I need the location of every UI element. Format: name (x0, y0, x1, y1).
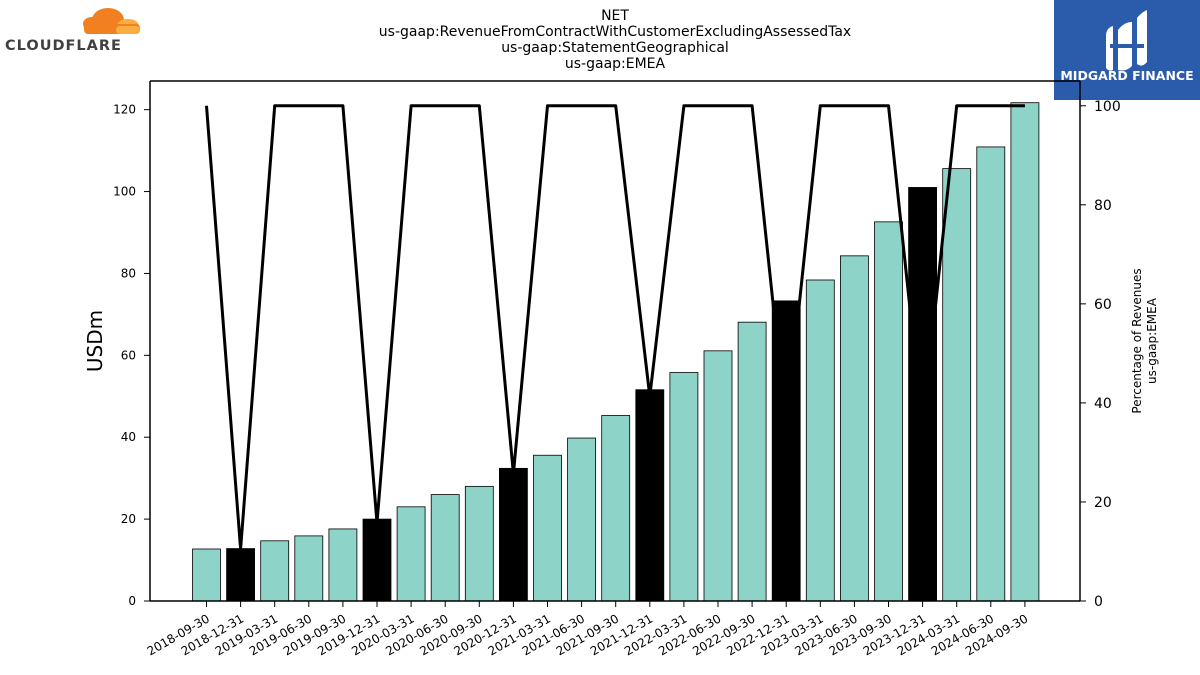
chart-title-line: us-gaap:RevenueFromContractWithCustomerE… (379, 24, 851, 40)
bar (226, 548, 256, 602)
bar (294, 535, 324, 602)
chart-title-line: us-gaap:StatementGeographical (501, 40, 729, 56)
bar (601, 415, 631, 602)
midgard-finance-logo: MIDGARD FINANCE (1054, 0, 1200, 100)
y-tick-label: 120 (113, 103, 136, 117)
bar (260, 540, 290, 602)
bar (396, 506, 426, 602)
bar (328, 528, 358, 602)
bar (805, 279, 835, 602)
y-right-tick-label: 20 (1094, 495, 1112, 511)
bar (976, 146, 1006, 602)
bar (703, 350, 733, 602)
y-right-tick-label: 80 (1094, 198, 1112, 214)
bar (635, 389, 665, 602)
bar (430, 494, 460, 602)
y-axis-label: USDm (83, 310, 107, 372)
cloudflare-logo: CLOUDFLARE (5, 8, 140, 54)
cloudflare-wordmark: CLOUDFLARE (5, 38, 122, 54)
y-axis-right-label-line: us-gaap:EMEA (1145, 297, 1159, 384)
midgard-m-icon (1106, 10, 1147, 71)
percentage-line (205, 104, 1025, 551)
y-right-tick-label: 100 (1094, 99, 1121, 115)
y-tick-label: 100 (113, 185, 136, 199)
bar (362, 518, 392, 602)
bar (464, 485, 494, 602)
chart-title-line: us-gaap:EMEA (565, 56, 666, 72)
y-right-tick-label: 40 (1094, 396, 1112, 412)
bar (908, 187, 937, 602)
bar (498, 467, 528, 602)
percentage-line-series (205, 104, 1025, 551)
y-axis-right-label-line: Percentage of Revenues (1130, 268, 1144, 413)
bar-series (192, 102, 1040, 602)
y-tick-label: 20 (121, 512, 136, 526)
bar (192, 548, 221, 602)
bar (737, 321, 767, 602)
bar (669, 372, 699, 602)
y-tick-label: 40 (121, 430, 136, 444)
midgard-finance-wordmark: MIDGARD FINANCE (1060, 68, 1193, 83)
bar (874, 221, 903, 602)
y-axis-right-label: Percentage of Revenues us-gaap:EMEA (1130, 268, 1159, 413)
bar (1010, 102, 1040, 602)
bar (840, 255, 869, 602)
y-tick-label: 0 (128, 594, 136, 608)
y-right-tick-label: 0 (1094, 594, 1103, 610)
y-tick-label: 60 (121, 348, 136, 362)
bar (567, 437, 596, 602)
axes (149, 80, 1081, 602)
y-tick-label: 80 (121, 266, 136, 280)
bar (533, 454, 562, 602)
cloud-icon (83, 8, 140, 34)
y-right-tick-label: 60 (1094, 297, 1112, 313)
chart-title-line: NET (601, 8, 629, 24)
bar (942, 168, 972, 602)
chart-title: NET us-gaap:RevenueFromContractWithCusto… (379, 8, 851, 72)
